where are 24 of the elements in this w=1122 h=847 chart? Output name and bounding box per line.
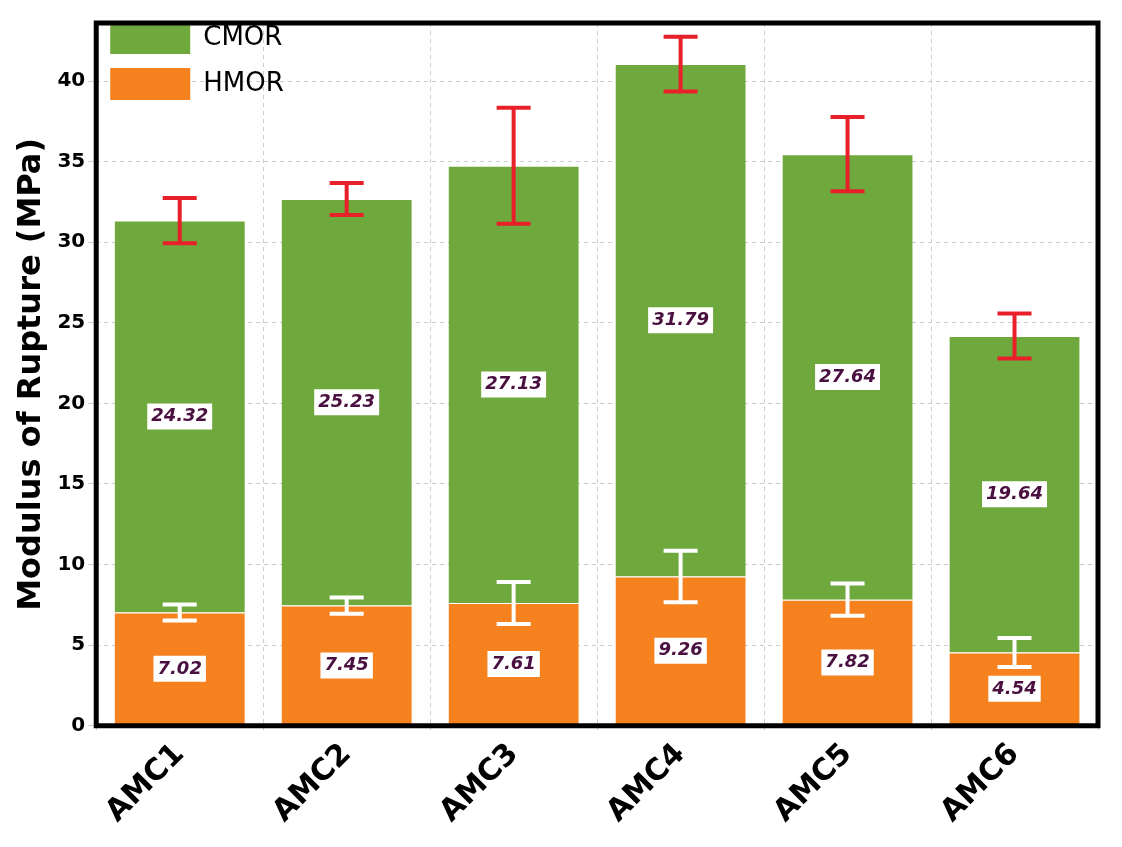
data-label: 25.23 xyxy=(318,389,376,411)
data-label: 7.61 xyxy=(491,651,536,673)
data-label: 24.32 xyxy=(151,404,209,426)
data-label: 7.82 xyxy=(825,650,870,672)
y-tick-label: 30 xyxy=(57,228,86,253)
y-tick-label: 40 xyxy=(57,67,86,92)
y-tick-label: 15 xyxy=(57,470,86,495)
data-label: 7.02 xyxy=(157,656,202,678)
legend-label: CMOR xyxy=(203,20,283,51)
y-tick-label: 0 xyxy=(71,711,86,736)
data-label: 7.45 xyxy=(324,653,369,675)
y-tick-label: 25 xyxy=(57,308,86,333)
data-label: 19.64 xyxy=(986,481,1043,503)
y-tick-label: 35 xyxy=(57,147,86,172)
y-tick-label: 5 xyxy=(71,631,86,656)
data-label: 27.13 xyxy=(485,372,543,394)
y-tick-label: 10 xyxy=(57,550,86,575)
y-axis-title: Modulus of Rupture (MPa) xyxy=(9,137,48,611)
data-label: 27.64 xyxy=(819,364,877,386)
data-label: 4.54 xyxy=(991,676,1037,698)
data-label: 31.79 xyxy=(652,307,710,329)
legend-label: HMOR xyxy=(203,66,284,97)
data-label: 9.26 xyxy=(658,638,703,660)
y-tick-label: 20 xyxy=(57,389,86,414)
